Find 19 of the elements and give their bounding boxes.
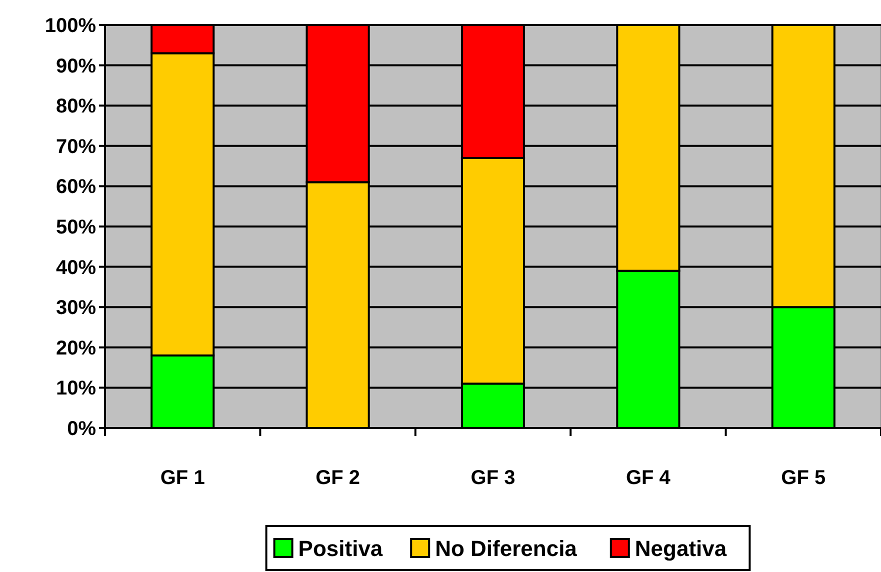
y-tick-label: 50% <box>56 216 96 238</box>
x-tick-label: GF 1 <box>160 467 205 489</box>
y-tick-label: 100% <box>44 15 96 37</box>
x-tick-label: GF 5 <box>781 467 826 489</box>
y-tick-label: 90% <box>56 55 96 78</box>
y-tick-label: 60% <box>56 176 96 198</box>
y-tick-label: 80% <box>56 96 96 118</box>
y-tick-label: 70% <box>56 136 96 158</box>
y-tick-label: 10% <box>56 378 96 400</box>
legend-label: Positiva <box>298 536 384 561</box>
legend-label: No Diferencia <box>435 536 578 561</box>
y-tick-label: 40% <box>56 256 96 279</box>
y-tick-label: 0% <box>67 418 96 440</box>
legend-label: Negativa <box>634 536 728 561</box>
x-tick-label: GF 4 <box>626 467 672 489</box>
x-tick-label: GF 2 <box>316 467 360 489</box>
x-tick-label: GF 3 <box>470 467 516 489</box>
y-tick-label: 20% <box>56 337 96 360</box>
y-tick-label: 30% <box>56 297 96 320</box>
